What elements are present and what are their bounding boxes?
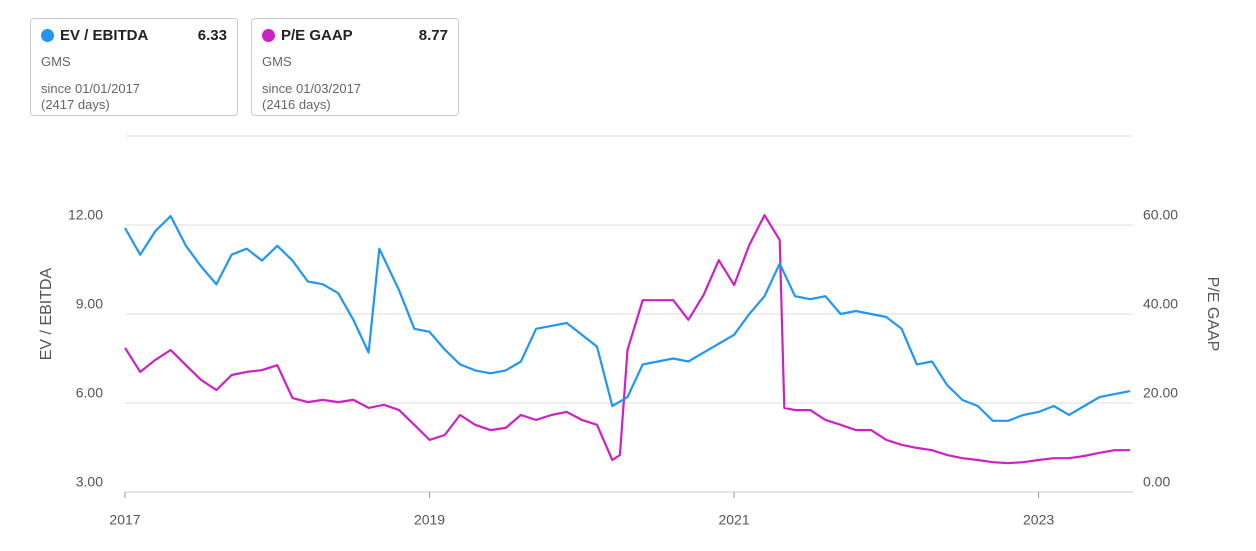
card-ticker: GMS xyxy=(41,54,71,69)
x-tick-label: 2017 xyxy=(109,512,140,528)
card-ticker: GMS xyxy=(262,54,292,69)
y-tick-label: 12.00 xyxy=(68,207,103,223)
y-axis-title: EV / EBITDA xyxy=(38,267,55,360)
card-value: 8.77 xyxy=(418,27,448,44)
x-tick-label: 2021 xyxy=(718,512,749,528)
x-tick-label: 2023 xyxy=(1023,512,1054,528)
y2-tick-label: 0.00 xyxy=(1143,474,1170,490)
card-header: P/E GAAP 8.77 xyxy=(262,27,448,44)
since-date: since 01/01/2017 xyxy=(41,81,141,96)
y2-axis-title: P/E GAAP xyxy=(1204,277,1221,352)
card-since: since 01/01/2017 (2417 days) xyxy=(41,81,227,113)
x-tick-label: 2019 xyxy=(414,512,445,528)
y-tick-label: 6.00 xyxy=(76,385,103,401)
series-line xyxy=(124,215,1131,422)
legend-card: EV / EBITDA 6.33 GMS since 01/01/2017 (2417 … xyxy=(30,18,238,116)
since-days: (2417 days) xyxy=(41,97,110,112)
card-value: 6.33 xyxy=(197,27,227,44)
legend-swatch xyxy=(262,29,275,42)
card-name: EV / EBITDA xyxy=(60,27,149,44)
y2-tick-label: 20.00 xyxy=(1143,385,1178,401)
legend-card: P/E GAAP 8.77 GMS since 01/03/2017 (2416 day… xyxy=(251,18,459,116)
since-days: (2416 days) xyxy=(262,97,331,112)
card-name: P/E GAAP xyxy=(281,27,353,44)
y2-tick-label: 60.00 xyxy=(1143,207,1178,223)
y-tick-label: 3.00 xyxy=(76,474,103,490)
card-header: EV / EBITDA 6.33 xyxy=(41,27,227,44)
card-since: since 01/03/2017 (2416 days) xyxy=(262,81,448,113)
since-date: since 01/03/2017 xyxy=(262,81,362,96)
y-tick-label: 9.00 xyxy=(76,296,103,312)
legend-swatch xyxy=(41,29,54,42)
y2-tick-label: 40.00 xyxy=(1143,296,1178,312)
series-line xyxy=(124,214,1130,465)
